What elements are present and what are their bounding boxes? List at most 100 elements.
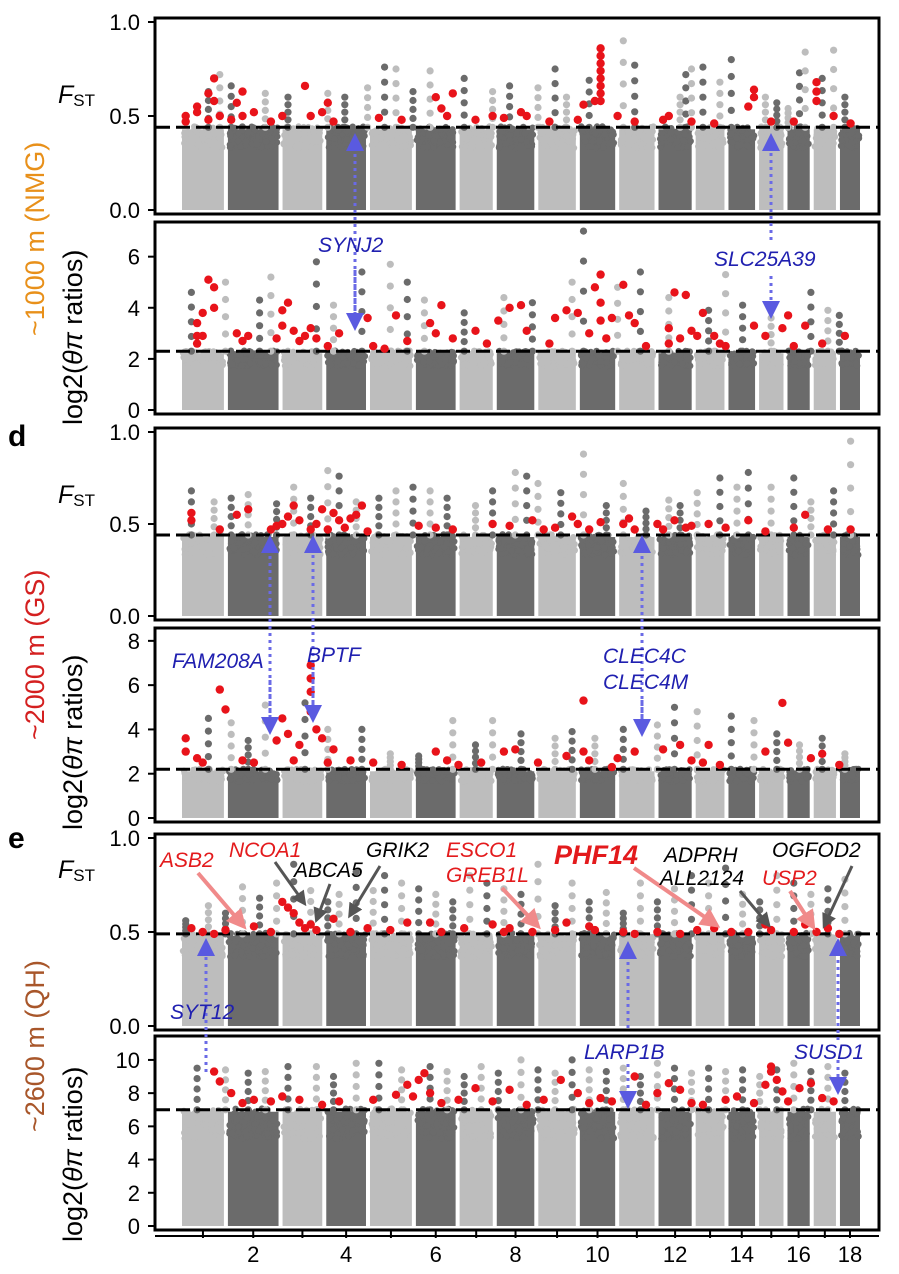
snp-point (673, 777, 680, 784)
snp-point (694, 130, 701, 137)
snp-point (506, 103, 514, 111)
snp-point (426, 498, 434, 506)
significant-point (801, 321, 810, 330)
snp-point (375, 494, 383, 502)
snp-point (460, 87, 468, 95)
snp-point (593, 773, 600, 780)
y-tick-label: 4 (128, 296, 140, 321)
snp-point (244, 491, 252, 499)
significant-point (317, 108, 327, 117)
snp-point (353, 354, 361, 362)
snp-point (841, 108, 849, 116)
snp-point (443, 494, 451, 502)
snp-point (307, 494, 315, 502)
snp-point (562, 108, 571, 116)
snp-point (312, 258, 320, 266)
snp-point (528, 540, 535, 548)
snp-point (420, 358, 427, 366)
chromosome-block (179, 348, 226, 410)
significant-point (590, 283, 600, 292)
significant-point (596, 89, 605, 98)
chromosome-block (726, 531, 757, 616)
significant-point (596, 270, 605, 279)
snp-point (403, 773, 411, 780)
snp-point (790, 502, 798, 511)
snp-point (472, 130, 480, 137)
snp-point (791, 551, 799, 559)
significant-point (721, 341, 730, 351)
background-outliers (187, 437, 855, 539)
significant-point (761, 527, 770, 536)
significant-point (721, 523, 730, 532)
significant-point (334, 516, 344, 525)
snp-point (830, 487, 838, 495)
snp-point (703, 546, 711, 554)
chromosome-block (536, 765, 578, 818)
snp-point (601, 545, 608, 552)
snp-point (743, 142, 751, 149)
significant-point (397, 115, 406, 125)
snp-point (377, 134, 384, 141)
snp-point (381, 108, 389, 116)
significant-point (505, 303, 514, 312)
chromosome-block (811, 124, 839, 210)
chromosome-block (693, 766, 727, 818)
snp-point (813, 132, 820, 139)
snp-point (312, 280, 320, 288)
significant-point (619, 280, 628, 289)
snp-point (370, 349, 377, 356)
chromosome-block (495, 531, 536, 616)
significant-point (283, 298, 293, 307)
snp-point (394, 539, 401, 546)
significant-point (425, 318, 435, 328)
significant-point (232, 510, 241, 519)
snp-point (216, 551, 223, 558)
significant-point (471, 115, 480, 125)
snp-point (631, 77, 639, 85)
significant-point (846, 119, 855, 128)
snp-point (714, 138, 722, 145)
significant-point (585, 525, 594, 534)
snp-point (716, 502, 724, 511)
snp-point (256, 296, 264, 304)
snp-point (614, 331, 622, 339)
snp-point (429, 777, 436, 784)
chromosome-block (812, 531, 838, 616)
snp-point (487, 540, 494, 547)
snp-point (679, 777, 686, 784)
snp-point (790, 517, 798, 525)
snp-point (541, 142, 549, 149)
snp-point (511, 515, 519, 524)
significant-point (812, 78, 821, 87)
snp-point (334, 127, 342, 134)
snp-point (716, 112, 724, 120)
snp-point (761, 108, 770, 116)
significant-point (300, 331, 310, 341)
snp-point (511, 777, 519, 784)
snp-point (830, 85, 838, 93)
snp-point (182, 142, 189, 150)
snp-point (693, 499, 701, 507)
snp-point (570, 776, 577, 783)
snp-point (835, 320, 843, 328)
snp-point (565, 360, 572, 367)
snp-point (281, 772, 288, 780)
snp-point (386, 325, 394, 334)
snp-point (716, 101, 724, 109)
snp-point (588, 143, 595, 150)
chromosome-block (785, 531, 812, 616)
snp-point (677, 541, 684, 548)
significant-point (596, 518, 605, 527)
snp-point (341, 775, 349, 782)
snp-point (848, 143, 855, 151)
snp-point (489, 88, 497, 96)
significant-point (840, 331, 850, 341)
significant-point (312, 519, 321, 529)
snp-point (557, 489, 565, 497)
snp-point (741, 551, 748, 558)
snp-point (267, 292, 275, 300)
snp-point (767, 322, 775, 330)
snp-point (189, 538, 196, 546)
snp-point (290, 125, 297, 132)
snp-point (665, 307, 673, 315)
